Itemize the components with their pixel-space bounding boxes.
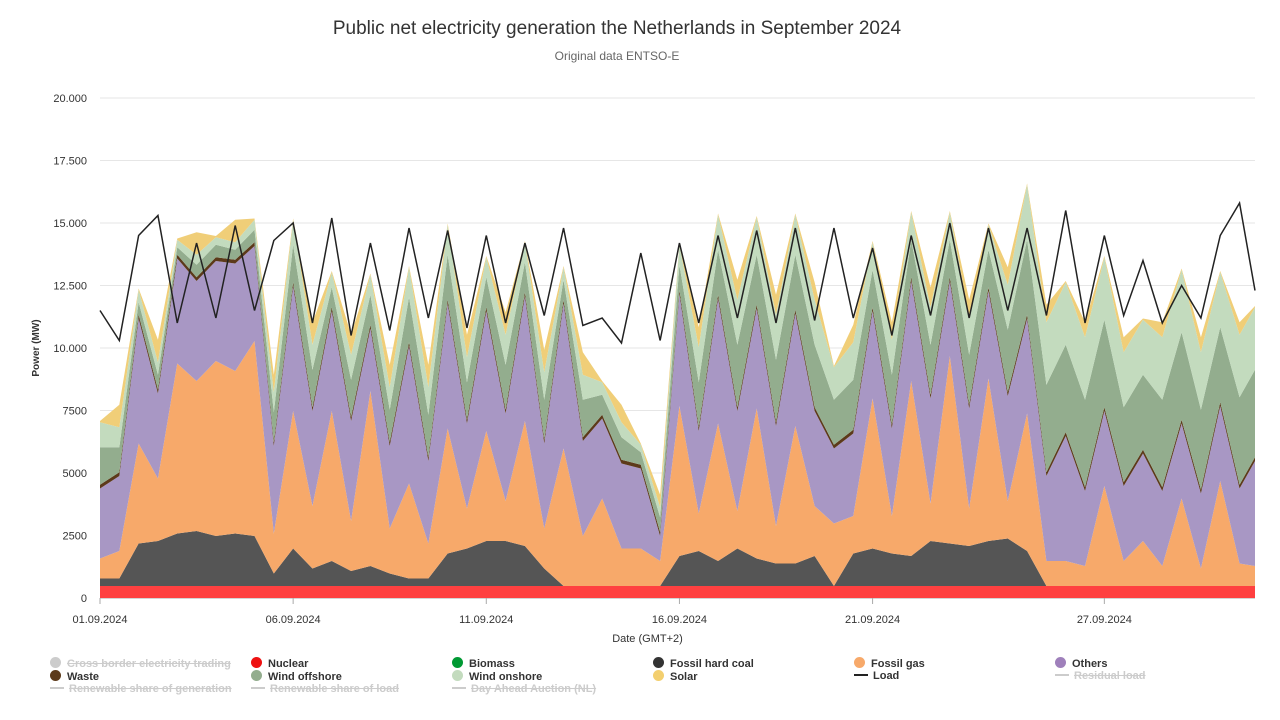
y-axis-title: Power (MW) (31, 319, 42, 376)
legend-dot-icon (854, 657, 865, 668)
legend-dot-icon (653, 670, 664, 681)
legend-dot-icon (1055, 657, 1066, 668)
legend-dot-icon (50, 670, 61, 681)
load-line (99, 200, 1256, 345)
legend-dot-icon (50, 657, 61, 668)
legend-label: Day Ahead Auction (NL) (471, 683, 597, 695)
legend-item-renewable-share-of-load[interactable]: Renewable share of load (251, 683, 399, 695)
y-tick-label: 10.000 (53, 343, 87, 355)
legend-label: Nuclear (268, 658, 309, 670)
y-tick-label: 5000 (63, 468, 87, 480)
legend-label: Fossil gas (871, 658, 925, 670)
legend-label: Fossil hard coal (670, 658, 754, 670)
x-tick-label: 21.09.2024 (845, 614, 900, 626)
legend-item-fossil-hard-coal[interactable]: Fossil hard coal (653, 657, 754, 670)
legend-line-icon (50, 687, 64, 689)
x-tick-label: 27.09.2024 (1077, 614, 1132, 626)
legend-label: Wind offshore (268, 671, 342, 683)
area-others (100, 246, 1255, 569)
legend-line-icon (1055, 674, 1069, 676)
legend-label: Load (873, 670, 900, 682)
legend-item-wind-onshore[interactable]: Wind onshore (452, 670, 542, 683)
y-tick-label: 15.000 (53, 218, 87, 230)
legend-item-day-ahead-auction-nl-[interactable]: Day Ahead Auction (NL) (452, 683, 596, 695)
area-wind-offshore (100, 229, 1255, 533)
legend-item-renewable-share-of-generation[interactable]: Renewable share of generation (50, 683, 232, 695)
y-tick-label: 12.500 (53, 281, 87, 293)
area-fossil-gas (100, 341, 1255, 586)
legend-line-icon (251, 687, 265, 689)
legend-dot-icon (251, 670, 262, 681)
legend-label: Waste (67, 671, 99, 683)
y-tick-label: 20.000 (53, 93, 87, 105)
y-tick-label: 0 (81, 593, 87, 605)
legend-label: Biomass (469, 658, 515, 670)
legend-item-biomass[interactable]: Biomass (452, 657, 515, 670)
area-nuclear (100, 586, 1255, 598)
y-tick-label: 17.500 (53, 156, 87, 168)
chart-subtitle: Original data ENTSO-E (554, 49, 680, 63)
legend-line-icon (854, 674, 868, 676)
legend-line-icon (452, 687, 466, 689)
legend-item-wind-offshore[interactable]: Wind offshore (251, 670, 342, 683)
x-tick-label: 01.09.2024 (72, 614, 127, 626)
legend-item-solar[interactable]: Solar (653, 670, 698, 683)
legend-item-fossil-gas[interactable]: Fossil gas (854, 657, 925, 670)
chart-title: Public net electricity generation the Ne… (332, 18, 902, 39)
legend-dot-icon (653, 657, 664, 668)
legend-label: Renewable share of generation (69, 683, 232, 695)
legend-label: Solar (670, 671, 698, 683)
legend-label: Others (1072, 658, 1108, 670)
chart-legend: Cross border electricity trading Nuclear B… (50, 657, 1280, 697)
x-tick-label: 16.09.2024 (652, 614, 707, 626)
area-fossil-hard-coal (100, 531, 1255, 586)
legend-item-waste[interactable]: Waste (50, 670, 99, 683)
legend-item-cross-border-electricity-trading[interactable]: Cross border electricity trading (50, 657, 231, 670)
x-tick-label: 06.09.2024 (266, 614, 321, 626)
x-axis-title: Date (GMT+2) (612, 633, 683, 645)
y-tick-label: 7500 (63, 406, 87, 418)
legend-item-load[interactable]: Load (854, 670, 899, 682)
legend-dot-icon (452, 670, 463, 681)
legend-label: Cross border electricity trading (67, 658, 231, 670)
y-tick-label: 2500 (63, 531, 87, 543)
x-tick-label: 11.09.2024 (459, 614, 513, 626)
legend-item-residual-load[interactable]: Residual load (1055, 670, 1146, 682)
legend-dot-icon (452, 657, 463, 668)
legend-label: Renewable share of load (270, 683, 399, 695)
legend-label: Wind onshore (469, 671, 543, 683)
legend-label: Residual load (1074, 670, 1146, 682)
legend-item-nuclear[interactable]: Nuclear (251, 657, 308, 670)
legend-dot-icon (251, 657, 262, 668)
legend-item-others[interactable]: Others (1055, 657, 1107, 670)
